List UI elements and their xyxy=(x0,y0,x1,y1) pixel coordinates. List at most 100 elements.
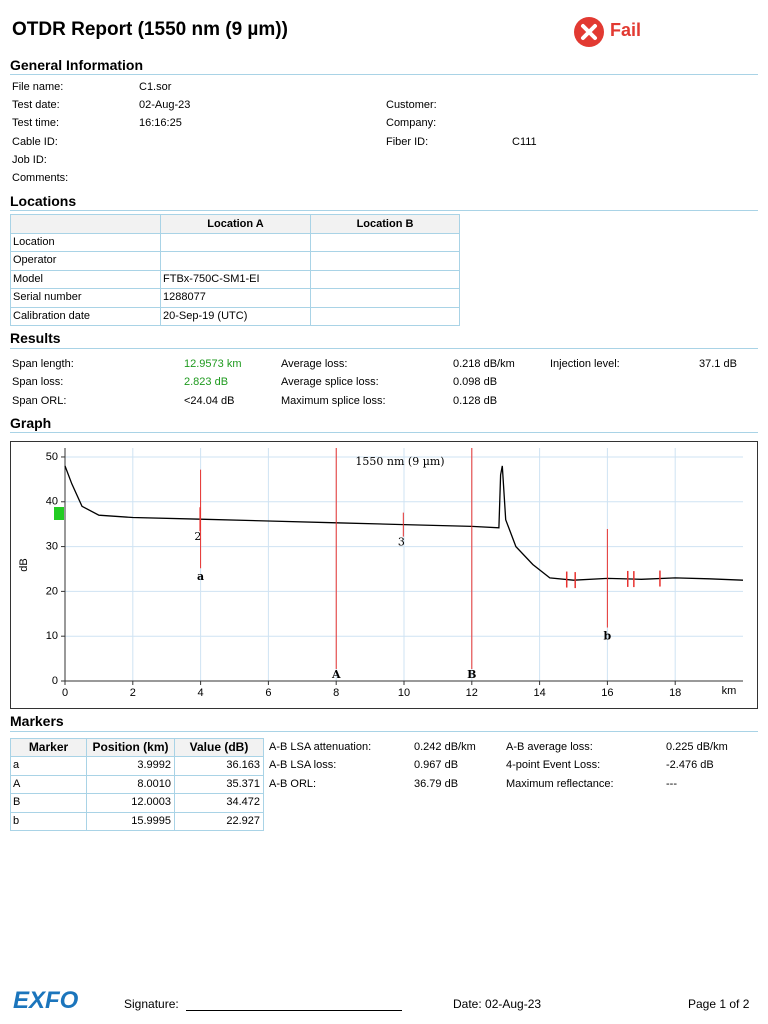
result-value: <24.04 dB xyxy=(184,395,235,407)
trace xyxy=(64,465,744,581)
stat-value: -2.476 dB xyxy=(666,759,714,771)
rule xyxy=(10,432,758,433)
stat-label: A-B average loss: xyxy=(506,741,593,753)
y-tick-label: 50 xyxy=(46,451,58,463)
stat-value: --- xyxy=(666,778,677,790)
marker-value: 36.163 xyxy=(226,759,260,771)
table-cell xyxy=(10,756,87,776)
column-header: Location B xyxy=(356,218,414,230)
table-cell xyxy=(10,811,87,831)
logo: EXFO xyxy=(13,987,79,1014)
cell-value: 1288077 xyxy=(163,291,206,304)
stat-value: 36.79 dB xyxy=(414,778,459,790)
field-label: File name: xyxy=(12,81,64,93)
row-label: Location xyxy=(13,236,55,248)
result-value: 0.218 dB/km xyxy=(453,358,515,370)
report-title: OTDR Report (1550 nm (9 µm)) xyxy=(12,19,288,40)
table-cell xyxy=(174,811,264,831)
table-cell xyxy=(10,793,87,813)
signature-line xyxy=(186,1010,402,1011)
x-tick-label: 0 xyxy=(62,687,68,699)
field-value: C1.sor xyxy=(139,81,172,93)
result-value: 37.1 dB xyxy=(699,358,737,370)
rule xyxy=(10,74,758,75)
result-label: Injection level: xyxy=(550,358,620,370)
column-header: Value (dB) xyxy=(189,740,249,754)
y-tick-label: 30 xyxy=(46,540,58,552)
y-axis-label: dB xyxy=(18,558,30,571)
section-heading: General Information xyxy=(10,57,144,73)
stat-value: 0.225 dB/km xyxy=(666,741,728,753)
table-cell xyxy=(310,251,460,271)
x-unit: km xyxy=(722,685,737,697)
x-tick-label: 6 xyxy=(265,687,271,699)
page-number: Page 1 of 2 xyxy=(688,997,750,1011)
field-value: C111 xyxy=(512,136,537,148)
column-header: Location A xyxy=(207,218,264,230)
result-value: 0.098 dB xyxy=(453,376,498,388)
result-value: 0.128 dB xyxy=(453,395,498,407)
y-tick-label: 10 xyxy=(46,630,58,642)
field-label: Test time: xyxy=(12,117,60,129)
section-heading: Locations xyxy=(10,193,77,209)
stat-label: A-B LSA attenuation: xyxy=(269,741,372,753)
row-label: Model xyxy=(13,272,43,285)
marker-name: B xyxy=(13,796,21,808)
x-tick-label: 4 xyxy=(198,687,204,699)
marker-label: A xyxy=(331,668,341,681)
marker-position: 3.9992 xyxy=(137,759,171,771)
y-tick-label: 0 xyxy=(52,675,58,687)
table-cell xyxy=(310,288,460,308)
rule xyxy=(10,210,758,211)
result-label: Maximum splice loss: xyxy=(281,395,386,407)
result-label: Average loss: xyxy=(281,358,348,370)
x-tick-label: 16 xyxy=(601,687,613,699)
field-value: 16:16:25 xyxy=(139,117,182,129)
rule xyxy=(10,731,758,732)
date: Date: 02-Aug-23 xyxy=(453,997,542,1011)
stat-label: 4-point Event Loss: xyxy=(506,759,601,771)
result-value: 2.823 dB xyxy=(184,376,229,388)
x-tick-label: 8 xyxy=(333,687,339,699)
y-tick-label: 40 xyxy=(46,496,58,508)
field-label: Test date: xyxy=(12,99,60,111)
section-heading: Markers xyxy=(10,713,64,729)
cell-value: 20-Sep-19 (UTC) xyxy=(163,309,248,322)
result-value: 12.9573 km xyxy=(184,358,242,370)
section-heading: Graph xyxy=(10,415,52,431)
table-cell xyxy=(10,774,87,794)
field-label: Company: xyxy=(386,117,437,129)
marker-label: b xyxy=(604,630,612,643)
marker-label: a xyxy=(197,570,204,583)
field-label: Cable ID: xyxy=(12,136,58,148)
status: Fail xyxy=(610,20,642,40)
row-label: Operator xyxy=(13,254,57,267)
field-label: Comments: xyxy=(12,172,69,184)
launch-level xyxy=(54,507,64,520)
cell-value: FTBx-750C-SM1-EI xyxy=(163,272,260,285)
column-header: Position (km) xyxy=(92,740,169,754)
rule xyxy=(10,348,758,349)
x-tick-label: 18 xyxy=(669,687,681,699)
table-cell xyxy=(160,233,311,253)
stat-label: Maximum reflectance: xyxy=(506,778,614,790)
field-label: Job ID: xyxy=(12,154,47,166)
table-cell xyxy=(160,251,311,271)
y-tick-label: 20 xyxy=(46,585,58,597)
row-label: Calibration date xyxy=(13,309,91,322)
section-heading: Results xyxy=(10,330,61,346)
marker-name: b xyxy=(13,814,20,827)
stat-label: A-B ORL: xyxy=(269,778,317,790)
field-value: 02-Aug-23 xyxy=(139,99,191,111)
marker-position: 15.9995 xyxy=(131,814,171,827)
fail-icon xyxy=(574,17,604,47)
x-tick-label: 14 xyxy=(533,687,545,699)
event-label: 2 xyxy=(194,530,201,543)
chart: 0 2 4 6 8 10 12 14 16 18 0 10 20 30 40 50 km dB 1550 nm (9… xyxy=(10,441,758,709)
chart-title: 1550 nm (9 µm) xyxy=(355,455,444,468)
marker-value: 35.371 xyxy=(226,777,260,790)
stat-value: 0.242 dB/km xyxy=(414,741,476,753)
result-label: Span loss: xyxy=(12,376,64,388)
field-label: Customer: xyxy=(386,99,437,111)
